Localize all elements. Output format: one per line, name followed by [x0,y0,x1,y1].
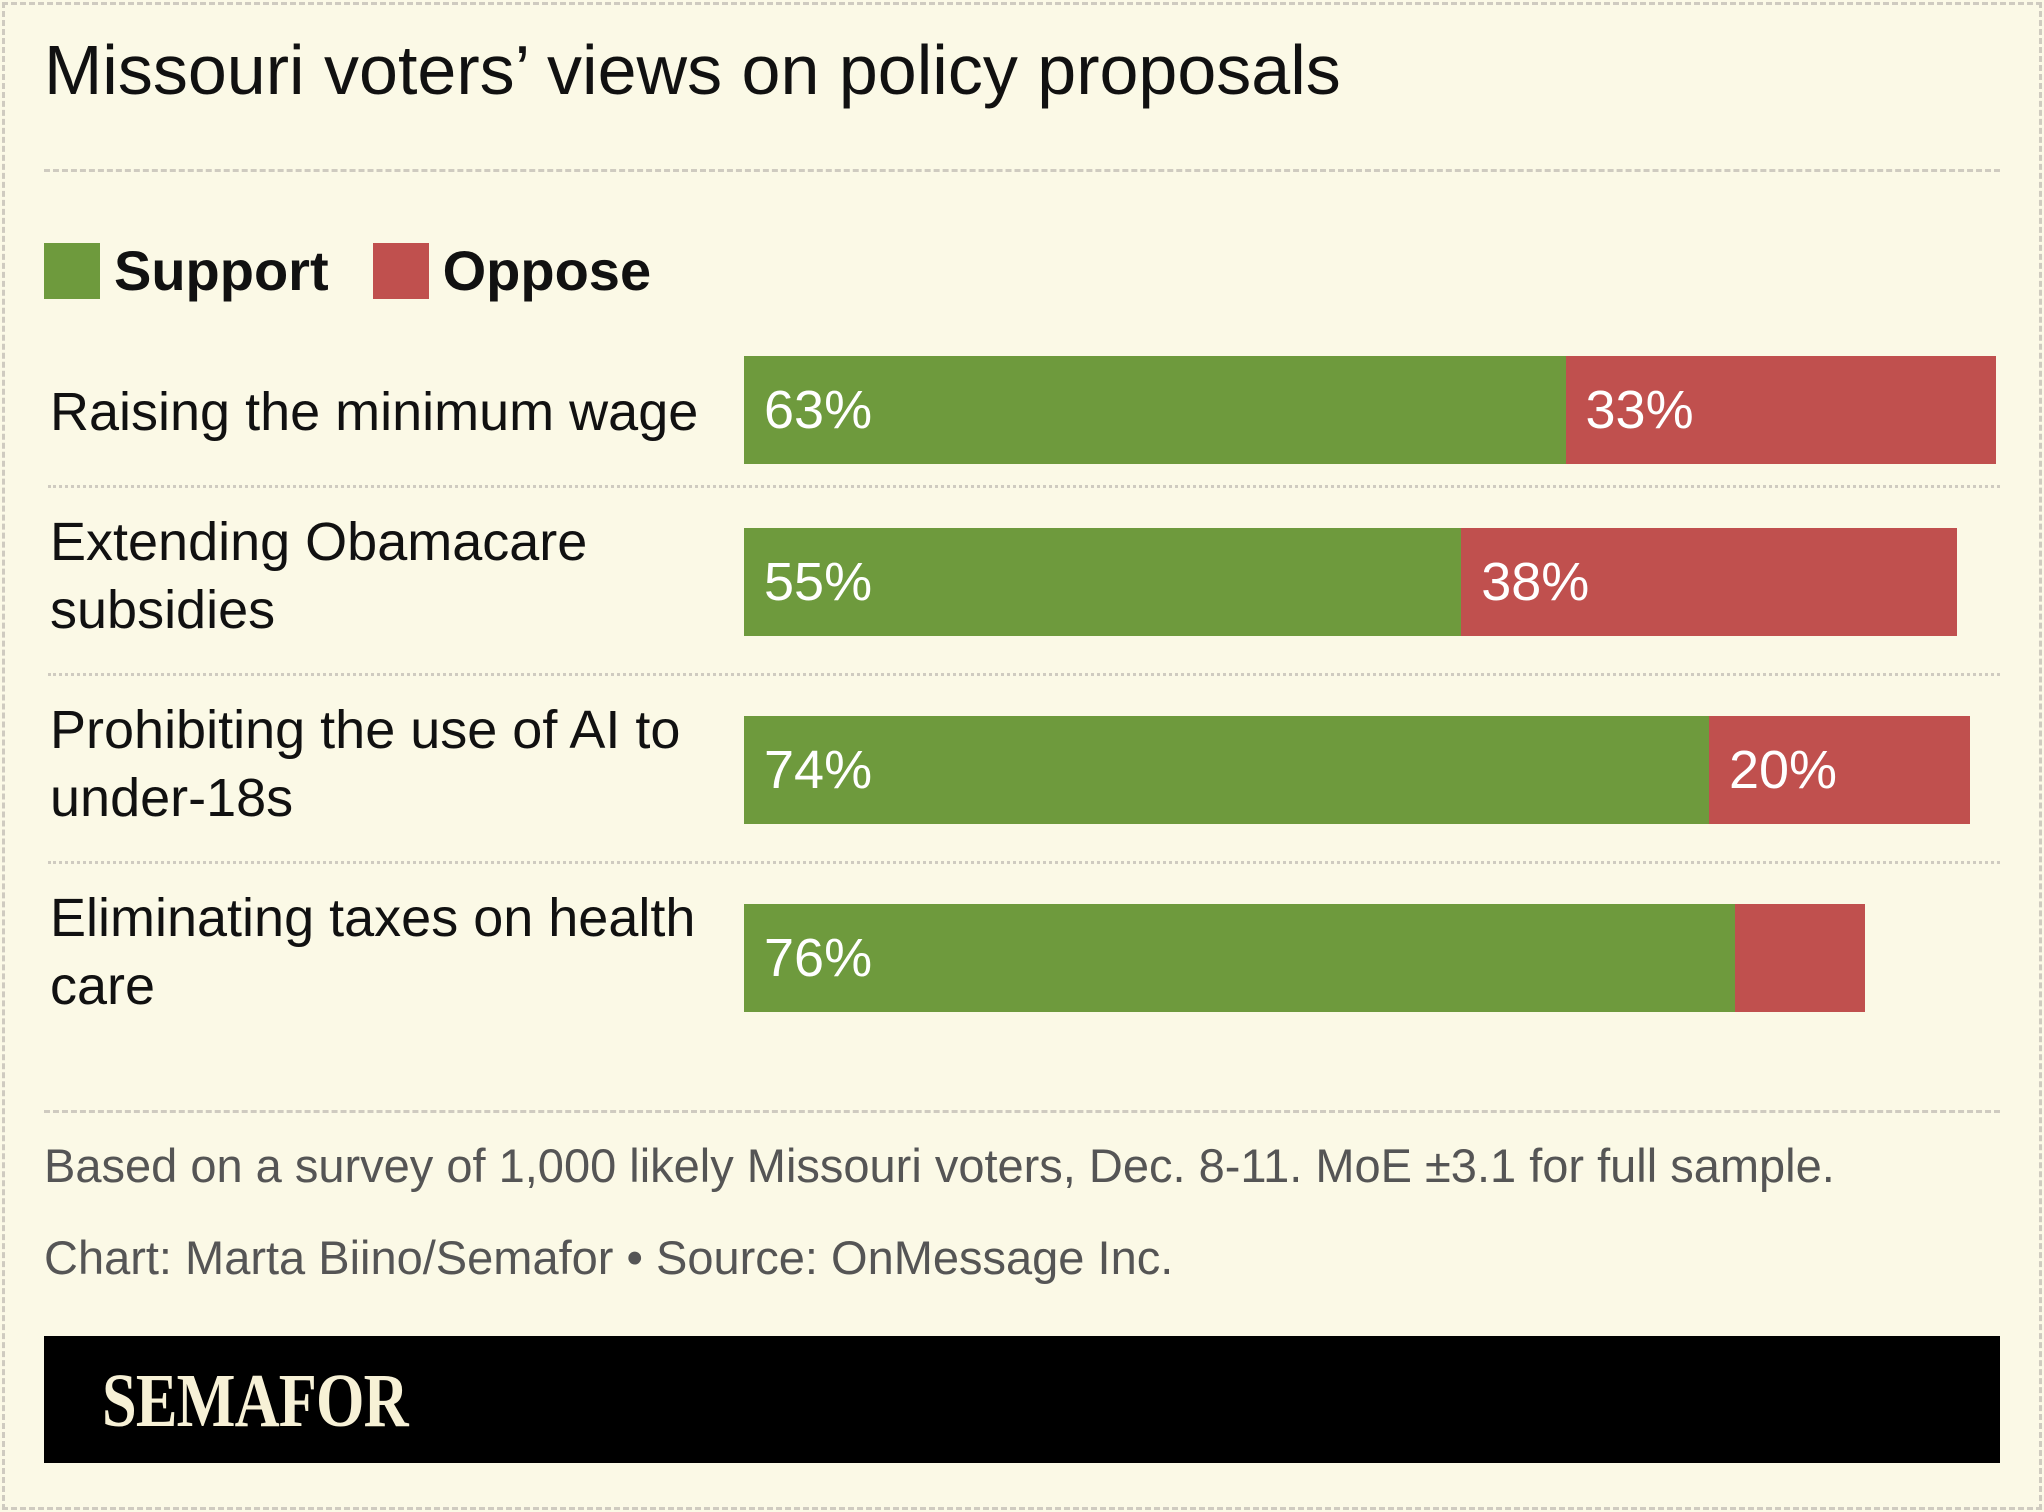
legend-swatch-oppose [372,242,429,299]
bar-support [744,356,1566,464]
legend-label-support: Support [114,239,329,302]
semafor-logo: SEMAFOR [102,1359,409,1443]
row-separator [48,861,2000,864]
chart-title: Missouri voters’ views on policy proposa… [44,31,1341,109]
bar-support [744,904,1736,1012]
legend-item-support: Support [44,238,329,303]
bar-support [744,716,1709,824]
legend-item-oppose: Oppose [372,238,652,303]
data-label: 38% [1481,552,1590,612]
data-label: 20% [1728,740,1838,800]
bar-oppose [1735,904,1866,1012]
divider [44,1110,2000,1113]
bar-oppose [1461,528,1957,636]
legend-swatch-support [44,242,100,299]
data-label: 55% [764,552,873,612]
data-label: 76% [764,928,873,988]
row-separator [48,673,2000,676]
category-label: Prohibiting the use of AI to under-18s [50,700,681,828]
category-label: Eliminating taxes on health care [50,888,696,1016]
credit-line: Chart: Marta Biino/Semafor • Source: OnM… [44,1231,1174,1284]
legend-label-oppose: Oppose [442,239,652,302]
data-label: 33% [1585,380,1694,440]
bar-oppose [1565,356,1996,464]
category-label: Extending Obamacare subsidies [50,512,588,640]
bar-oppose [1708,716,1970,824]
brand-bar: SEMAFOR [44,1336,2000,1463]
legend: Support Oppose [44,238,695,303]
category-label: Raising the minimum wage [50,382,699,442]
data-label: 63% [764,380,873,440]
survey-note: Based on a survey of 1,000 likely Missou… [44,1139,1835,1192]
data-label: 74% [764,740,873,800]
divider [44,169,2000,172]
bar-support [744,528,1462,636]
row-separator [48,485,2000,488]
